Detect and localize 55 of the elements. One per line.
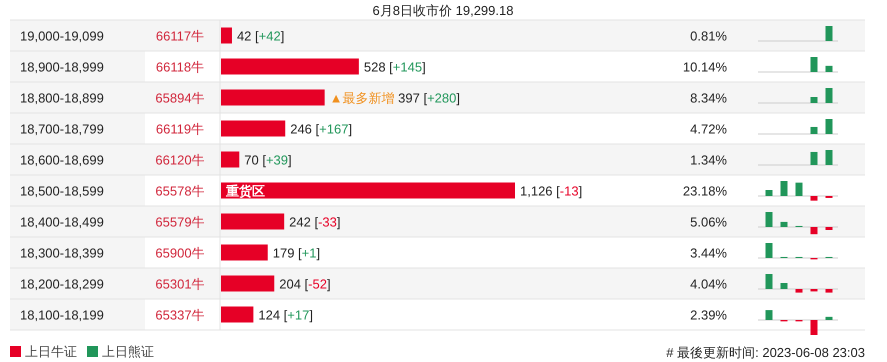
bar (221, 244, 268, 260)
annotation: 重货区 (225, 184, 265, 198)
bar (221, 276, 274, 292)
data-label: 70 [+39] (244, 152, 292, 168)
text: 65900牛 (155, 246, 205, 260)
bar (221, 28, 232, 44)
data-label: 124 [+17] (258, 308, 313, 322)
text: 8.34% (690, 90, 728, 106)
chart-title: 6月8日收市价 19,299.18 (372, 3, 514, 18)
bar (221, 214, 284, 230)
bar (221, 120, 286, 136)
text: 4.72% (690, 122, 728, 136)
y-tick-label: 18,600-18,699 (20, 152, 104, 168)
text: 2.39% (690, 308, 728, 322)
text: 1.34% (690, 152, 728, 168)
y-tick-label: 18,100-18,199 (20, 308, 104, 322)
data-label: ▲最多新增 397 [+280] (330, 90, 460, 106)
data-label: 528 [+145] (364, 60, 426, 74)
y-tick-label: 18,500-18,599 (20, 184, 104, 198)
text: 0.81% (690, 28, 728, 44)
y-tick-label: 18,400-18,499 (20, 214, 104, 230)
text: 66118牛 (156, 60, 204, 74)
bar (221, 306, 254, 322)
text: 65301牛 (155, 276, 205, 292)
text: 3.44% (690, 246, 728, 260)
text: 66119牛 (156, 122, 204, 136)
text: # 最後更新时间: 2023-06-08 23:03 (666, 345, 865, 360)
text: 66117牛 (156, 28, 204, 44)
bar (221, 58, 359, 74)
data-label: 204 [-52] (279, 276, 331, 292)
data-label: 242 [-33] (289, 214, 341, 230)
y-tick-label: 18,900-18,999 (20, 60, 104, 74)
data-label: 1,126 [-13] (520, 184, 582, 198)
y-tick-label: 18,700-18,799 (20, 122, 104, 136)
text: 65578牛 (155, 184, 205, 198)
bar (221, 152, 240, 168)
text: 65579牛 (155, 214, 205, 230)
data-label: 42 [+42] (236, 28, 284, 44)
text: 23.18% (682, 184, 728, 198)
y-tick-label: 19,000-19,099 (20, 28, 104, 44)
data-label: 246 [+167] (290, 122, 352, 136)
bar (221, 90, 325, 106)
text: 上日牛证 (25, 344, 77, 359)
text: 4.04% (690, 276, 728, 292)
text: 65894牛 (155, 90, 205, 106)
y-tick-label: 18,300-18,399 (20, 246, 104, 260)
text: 66120牛 (155, 152, 205, 168)
text: 10.14% (682, 60, 728, 74)
text: 上日熊证 (102, 344, 154, 359)
y-tick-label: 18,800-18,899 (20, 90, 104, 106)
text: 5.06% (690, 214, 728, 230)
data-label: 179 [+1] (272, 246, 320, 260)
text: 65337牛 (155, 308, 205, 322)
y-tick-label: 18,200-18,299 (20, 276, 104, 292)
bar (221, 182, 515, 198)
